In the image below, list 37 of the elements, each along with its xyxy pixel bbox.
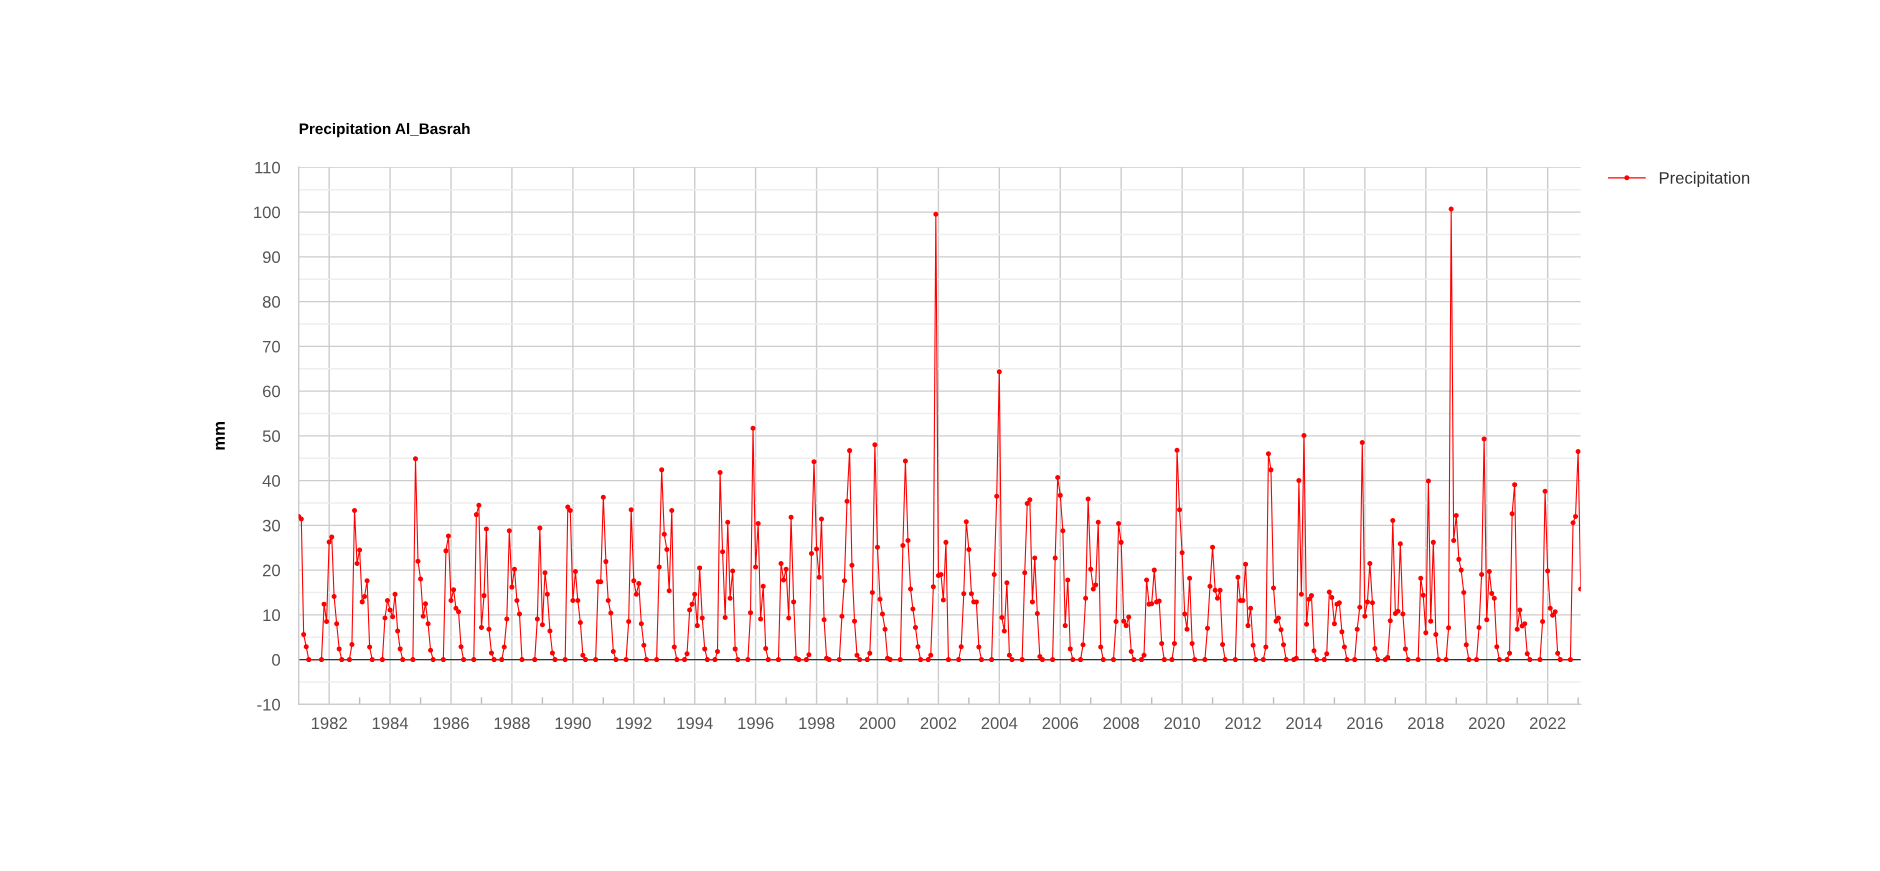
y-tick-label: 70 bbox=[262, 340, 281, 353]
x-tick-label: 2006 bbox=[1042, 717, 1079, 730]
y-tick-label: 90 bbox=[262, 251, 281, 264]
x-tick-label: 2010 bbox=[1164, 717, 1201, 730]
x-tick-label: 2004 bbox=[981, 717, 1018, 730]
x-tick-label: 2000 bbox=[859, 717, 896, 730]
y-tick-label: 20 bbox=[262, 564, 281, 577]
chart-title: Precipitation Al_Basrah bbox=[299, 122, 470, 138]
x-tick-label: 2008 bbox=[1103, 717, 1139, 730]
y-tick-label: 50 bbox=[262, 430, 281, 443]
y-tick-label: 0 bbox=[272, 654, 281, 666]
x-tick-label: 1998 bbox=[799, 717, 835, 730]
x-tick-label: 1982 bbox=[311, 717, 347, 730]
x-tick-label: 2002 bbox=[920, 717, 957, 730]
x-tick-label: 2020 bbox=[1469, 717, 1505, 730]
y-tick-label: 60 bbox=[262, 385, 281, 398]
x-tick-label: 2012 bbox=[1225, 717, 1261, 730]
x-tick-label: 2018 bbox=[1408, 717, 1444, 730]
y-tick-label: 10 bbox=[263, 609, 281, 622]
x-tick-label: 2016 bbox=[1347, 717, 1383, 730]
y-axis-title: mm bbox=[215, 422, 225, 450]
y-tick-label: 30 bbox=[262, 519, 281, 532]
y-tick-label: -10 bbox=[257, 698, 281, 711]
x-tick-label: 2022 bbox=[1529, 717, 1566, 730]
x-tick-label: 1994 bbox=[677, 717, 713, 730]
x-tick-label: 2014 bbox=[1286, 717, 1323, 730]
y-tick-label: 100 bbox=[254, 206, 281, 219]
x-tick-label: 1986 bbox=[433, 717, 469, 730]
x-tick-label: 1996 bbox=[738, 717, 774, 730]
legend-label: Precipitation bbox=[1659, 171, 1750, 188]
y-tick-label: 110 bbox=[255, 161, 281, 174]
x-tick-label: 1992 bbox=[616, 717, 652, 730]
x-tick-label: 1984 bbox=[372, 717, 409, 730]
y-tick-label: 40 bbox=[262, 475, 281, 487]
x-tick-label: 1988 bbox=[494, 717, 530, 730]
y-tick-label: 80 bbox=[262, 295, 281, 308]
x-tick-label: 1990 bbox=[555, 717, 591, 730]
